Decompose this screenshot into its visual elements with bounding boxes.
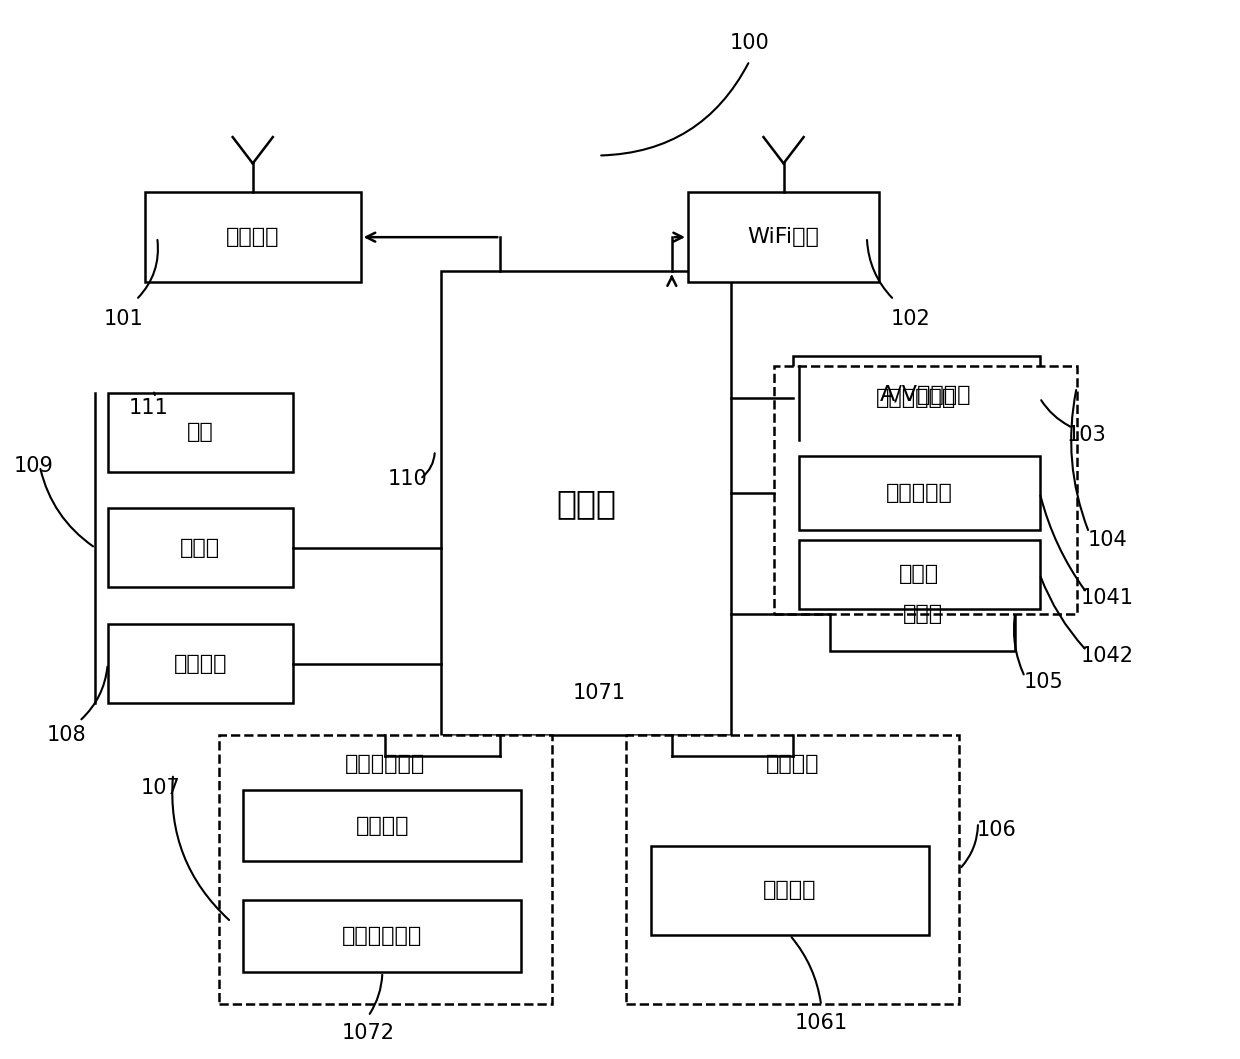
Text: WiFi模块: WiFi模块 xyxy=(748,228,820,247)
Bar xyxy=(688,193,879,282)
Text: 100: 100 xyxy=(730,33,770,53)
Bar xyxy=(792,356,1039,439)
Text: 用户输入单元: 用户输入单元 xyxy=(345,754,425,774)
Bar xyxy=(799,455,1039,530)
Bar xyxy=(441,271,732,735)
Text: 103: 103 xyxy=(1066,425,1106,445)
Bar xyxy=(108,393,293,471)
Text: 存储器: 存储器 xyxy=(180,538,221,558)
Bar xyxy=(774,366,1076,614)
Bar xyxy=(626,735,960,1004)
Text: 1041: 1041 xyxy=(1081,588,1135,608)
Text: 音频输出单元: 音频输出单元 xyxy=(877,388,956,408)
Text: 104: 104 xyxy=(1087,531,1127,550)
Bar xyxy=(830,577,1016,650)
Bar xyxy=(243,790,521,861)
Text: 101: 101 xyxy=(104,309,144,328)
Text: 107: 107 xyxy=(141,777,181,797)
Text: 106: 106 xyxy=(977,820,1017,840)
Text: 处理器: 处理器 xyxy=(556,487,616,520)
Text: 102: 102 xyxy=(890,309,930,328)
Text: 1061: 1061 xyxy=(795,1012,848,1033)
Text: 显示面板: 显示面板 xyxy=(763,880,816,900)
Bar xyxy=(218,735,552,1004)
Text: 110: 110 xyxy=(388,469,428,489)
Text: 显示单元: 显示单元 xyxy=(766,754,820,774)
Text: 麦克风: 麦克风 xyxy=(899,564,940,585)
Text: 图形处理器: 图形处理器 xyxy=(885,483,952,503)
Text: 触控面板: 触控面板 xyxy=(356,815,409,836)
Text: 1042: 1042 xyxy=(1081,646,1135,666)
Bar xyxy=(108,508,293,588)
Text: 射频单元: 射频单元 xyxy=(226,228,279,247)
Text: 1071: 1071 xyxy=(573,683,625,703)
Bar xyxy=(145,193,361,282)
Text: 电源: 电源 xyxy=(187,423,213,442)
Bar xyxy=(243,900,521,972)
Text: 111: 111 xyxy=(129,398,169,418)
Text: 109: 109 xyxy=(14,456,53,477)
Text: A/V输入单元: A/V输入单元 xyxy=(879,385,971,406)
Text: 1072: 1072 xyxy=(342,1023,394,1043)
Text: 传感器: 传感器 xyxy=(903,604,942,624)
Text: 108: 108 xyxy=(47,725,87,744)
Bar xyxy=(108,625,293,703)
Text: 接口单元: 接口单元 xyxy=(174,653,227,674)
Bar xyxy=(651,845,929,935)
Bar xyxy=(799,540,1039,609)
Text: 其他输入设备: 其他输入设备 xyxy=(342,927,423,946)
Text: 105: 105 xyxy=(1023,672,1063,693)
